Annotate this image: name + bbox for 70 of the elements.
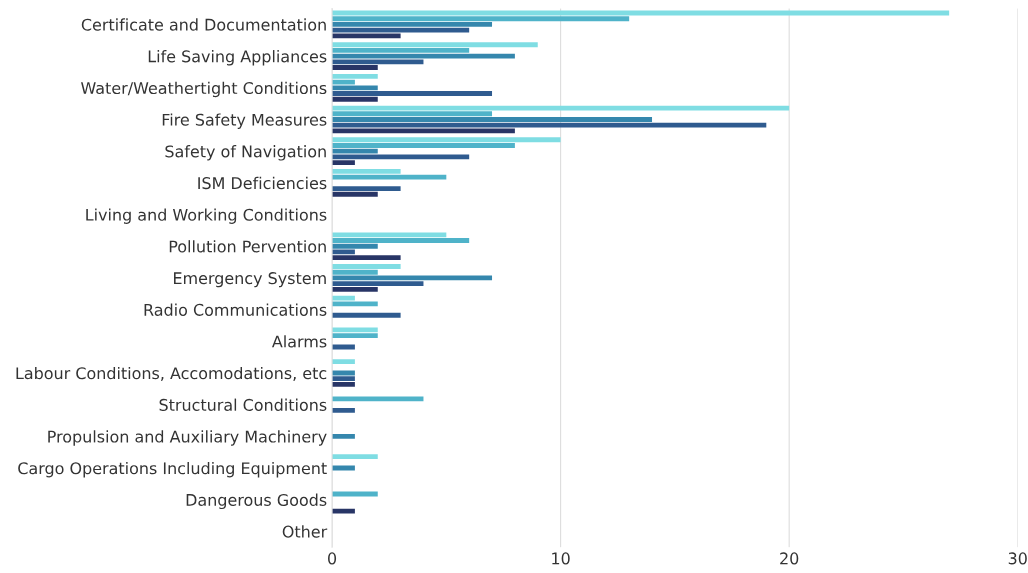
bar bbox=[332, 433, 355, 439]
bar bbox=[332, 174, 447, 180]
bar bbox=[332, 359, 355, 364]
bar bbox=[332, 148, 378, 154]
bar bbox=[332, 264, 401, 269]
x-tick-label: 30 bbox=[1008, 552, 1027, 565]
bar bbox=[332, 65, 378, 70]
bar bbox=[332, 407, 355, 413]
y-tick-label: Pollution Pervention bbox=[169, 240, 326, 253]
y-tick-label: Fire Safety Measures bbox=[162, 113, 327, 129]
bar bbox=[332, 73, 378, 79]
bar bbox=[332, 85, 378, 91]
bar bbox=[332, 186, 401, 191]
bar bbox=[332, 238, 470, 243]
bar bbox=[332, 128, 515, 134]
bar bbox=[332, 143, 515, 148]
bar bbox=[332, 96, 378, 102]
bar bbox=[332, 47, 470, 53]
y-tick-label: Propulsion and Auxiliary Machinery bbox=[48, 430, 327, 446]
y-tick-label: Radio Communications bbox=[144, 303, 327, 316]
y-tick-label: ISM Deficiencies bbox=[198, 176, 327, 190]
bar bbox=[332, 301, 378, 307]
y-tick-label: Alarms bbox=[271, 335, 327, 348]
bar bbox=[332, 137, 561, 143]
bar bbox=[332, 275, 493, 281]
bar bbox=[332, 376, 355, 382]
bar bbox=[332, 286, 378, 292]
bar bbox=[332, 105, 790, 111]
bar bbox=[332, 22, 493, 27]
y-tick-label: Living and Working Conditions bbox=[86, 208, 327, 224]
bar bbox=[332, 33, 401, 39]
y-tick-label: Cargo Operations Including Equipment bbox=[18, 461, 327, 478]
y-tick-label: Certificate and Documentation bbox=[81, 18, 326, 31]
bar bbox=[332, 53, 515, 59]
bar bbox=[332, 508, 355, 514]
bar bbox=[332, 333, 378, 338]
bar bbox=[332, 327, 378, 333]
bar bbox=[332, 454, 378, 460]
y-tick-label: Other bbox=[282, 525, 328, 538]
bar bbox=[332, 59, 424, 65]
y-tick-label: Structural Conditions bbox=[159, 398, 327, 411]
bar bbox=[332, 232, 447, 238]
y-tick-label: Safety of Navigation bbox=[165, 145, 326, 161]
bar bbox=[332, 169, 401, 174]
bar bbox=[332, 312, 401, 318]
bar bbox=[332, 111, 493, 117]
y-tick-label: Dangerous Goods bbox=[186, 493, 327, 510]
bar bbox=[332, 122, 767, 128]
bar bbox=[332, 27, 470, 33]
bar bbox=[332, 281, 424, 287]
bar bbox=[332, 381, 355, 387]
bar bbox=[332, 16, 630, 22]
y-tick-label: Emergency System bbox=[174, 272, 326, 288]
bar bbox=[332, 255, 401, 261]
y-tick-label: Life Saving Appliances bbox=[148, 50, 327, 66]
x-tick-label: 0 bbox=[328, 552, 337, 565]
bar bbox=[332, 91, 493, 96]
bar bbox=[332, 42, 538, 48]
bar bbox=[332, 269, 378, 275]
x-tick-label: 20 bbox=[780, 552, 799, 565]
bar bbox=[332, 243, 378, 249]
y-tick-label: Water/Weathertight Conditions bbox=[81, 81, 327, 98]
bar bbox=[332, 191, 378, 197]
x-tick-label: 10 bbox=[552, 552, 570, 565]
bar bbox=[332, 160, 355, 165]
bar bbox=[332, 295, 355, 301]
y-tick-label: Labour Conditions, Accomodations, etc bbox=[16, 366, 327, 381]
bar bbox=[332, 154, 470, 160]
bar bbox=[332, 117, 653, 122]
bar bbox=[332, 79, 355, 85]
